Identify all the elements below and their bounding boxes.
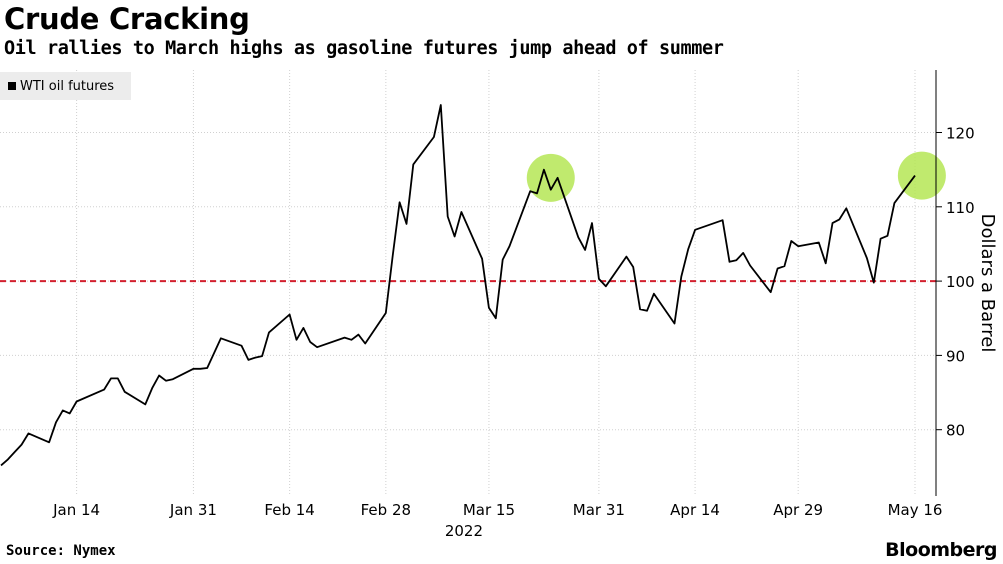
- x-year-label: 2022: [445, 522, 483, 540]
- x-tick-label: Jan 31: [169, 501, 217, 519]
- highlights: [526, 151, 946, 202]
- x-tick-label: Apr 14: [670, 501, 720, 519]
- highlight-circle: [526, 153, 575, 202]
- chart-title: Crude Cracking: [4, 2, 250, 36]
- y-tick-label: 90: [946, 347, 965, 365]
- gridlines: [0, 70, 936, 496]
- y-tick-label: 80: [946, 422, 965, 440]
- highlight-circle: [897, 151, 946, 200]
- y-axis-title: Dollars a Barrel: [977, 214, 998, 353]
- x-tick-label: Apr 29: [773, 501, 823, 519]
- series-line-wti: [0, 104, 916, 467]
- y-tick-label: 100: [946, 273, 975, 291]
- legend: WTI oil futures: [0, 72, 131, 100]
- x-tick-label: Mar 15: [463, 501, 515, 519]
- x-tick-label: Feb 14: [264, 501, 314, 519]
- legend-swatch: [8, 82, 16, 90]
- x-tick-label: Jan 14: [52, 501, 100, 519]
- y-tick-label: 120: [946, 125, 975, 143]
- brand-logo: Bloomberg: [885, 539, 997, 561]
- chart-subtitle: Oil rallies to March highs as gasoline f…: [4, 38, 724, 59]
- x-tick-label: Feb 28: [361, 501, 411, 519]
- series-lines: [0, 104, 916, 467]
- x-tick-label: May 16: [888, 501, 943, 519]
- axes: 80 90 100 110 120 Jan 14 Jan 31 Feb 14 Feb 28 Mar…: [52, 70, 998, 540]
- y-tick-label: 110: [946, 199, 975, 217]
- x-tick-label: Mar 31: [573, 501, 625, 519]
- source-note: Source: Nymex: [6, 543, 116, 559]
- legend-label: WTI oil futures: [20, 78, 115, 94]
